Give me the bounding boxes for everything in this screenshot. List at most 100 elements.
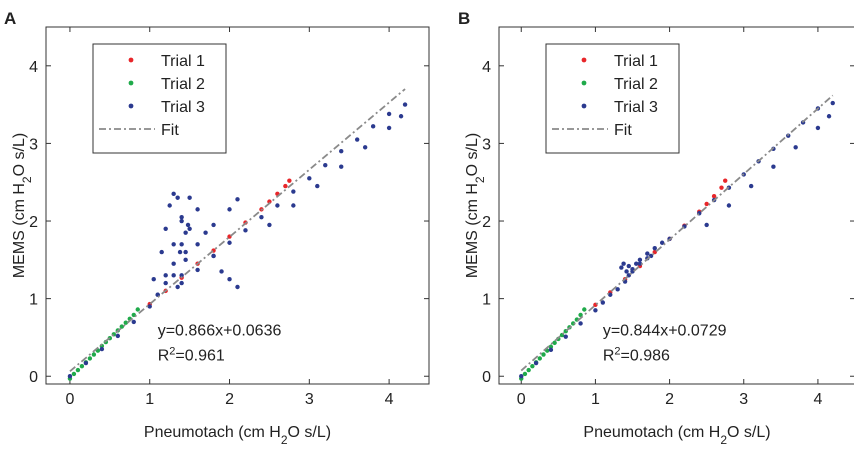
y-tick-label: 3 (482, 136, 491, 153)
fit-equation: y=0.844x+0.0729 (603, 323, 727, 340)
x-tick-label: 0 (517, 391, 526, 408)
data-point-trial-1 (267, 199, 272, 204)
x-tick-label: 1 (145, 391, 154, 408)
legend: Trial 1 Trial 2 Trial 3 Fit (545, 43, 680, 154)
r-squared-annotation: R2=0.986 (603, 346, 670, 365)
data-point-trial-3 (370, 124, 376, 129)
legend-label-fit: Fit (614, 122, 632, 139)
data-point-trial-3 (563, 334, 568, 339)
data-point-trial-3 (637, 257, 643, 263)
data-point-trial-3 (398, 114, 404, 119)
legend: Trial 1 Trial 2 Trial 3 Fit (92, 43, 227, 154)
data-point-trial-3 (227, 207, 232, 212)
data-point-trial-3 (195, 207, 200, 212)
data-point-trial-3 (179, 242, 184, 247)
data-point-trial-3 (115, 333, 121, 339)
panel-label: A (4, 9, 16, 28)
data-point-trial-3 (291, 189, 296, 194)
data-point-trial-3 (354, 137, 360, 142)
data-point-trial-3 (171, 242, 176, 247)
y-tick-label: 1 (29, 292, 38, 309)
legend-label-fit: Fit (161, 122, 179, 139)
data-point-trial-3 (235, 284, 240, 290)
data-point-trial-1 (704, 201, 709, 207)
data-point-trial-3 (624, 269, 629, 274)
legend-label-trial-2: Trial 2 (614, 76, 658, 93)
legend-label-trial-3: Trial 3 (614, 99, 658, 116)
legend-marker-trial-3 (128, 103, 134, 109)
x-tick-label: 1 (591, 391, 600, 408)
x-axis-label: Pneumotach (cm H2O s/L) (144, 424, 331, 447)
data-point-trial-3 (386, 125, 392, 131)
data-point-trial-3 (227, 277, 232, 282)
data-point-trial-3 (159, 249, 164, 255)
data-point-trial-3 (815, 125, 821, 131)
data-point-trial-1 (287, 178, 292, 183)
data-point-trial-3 (179, 218, 184, 224)
data-point-trial-3 (175, 195, 180, 200)
y-axis-label: MEMS (cm H2O s/L) (11, 133, 34, 278)
data-point-trial-1 (283, 183, 288, 189)
y-axis-label: MEMS (cm H2O s/L) (464, 133, 487, 278)
legend-marker-trial-1 (581, 57, 587, 63)
data-point-trial-3 (315, 183, 320, 189)
data-point-trial-3 (219, 269, 224, 274)
data-point-trial-3 (183, 257, 188, 263)
data-point-trial-3 (211, 253, 216, 259)
legend-marker-trial-2 (128, 80, 134, 86)
x-tick-label: 0 (65, 391, 74, 408)
y-tick-label: 2 (29, 214, 38, 231)
data-point-trial-3 (362, 145, 368, 150)
data-point-trial-3 (600, 300, 606, 305)
data-point-trial-3 (652, 245, 657, 251)
data-point-trial-3 (626, 263, 631, 269)
y-tick-label: 2 (482, 214, 491, 231)
data-point-trial-2 (552, 340, 557, 346)
legend-marker-trial-2 (581, 80, 587, 86)
data-point-trial-3 (323, 162, 328, 168)
data-point-trial-3 (179, 273, 184, 278)
legend-box (545, 43, 680, 154)
data-point-trial-3 (619, 265, 624, 270)
legend-marker-trial-3 (581, 103, 587, 109)
plot-area (45, 26, 430, 385)
data-point-trial-2 (123, 320, 128, 325)
x-tick-label: 4 (813, 391, 822, 408)
data-point-trial-3 (748, 183, 754, 189)
data-point-trial-3 (826, 114, 832, 119)
data-point-trial-2 (548, 344, 554, 349)
data-point-trial-2 (522, 371, 528, 377)
fit-line (520, 94, 834, 372)
legend-label-trial-2: Trial 2 (161, 76, 205, 93)
fit-equation: y=0.866x+0.0636 (158, 323, 282, 340)
legend-label-trial-1: Trial 1 (161, 53, 205, 70)
data-point-trial-3 (339, 164, 344, 169)
x-tick-label: 2 (225, 391, 234, 408)
data-point-trial-1 (723, 178, 728, 183)
y-tick-label: 4 (482, 59, 491, 76)
y-tick-label: 1 (482, 292, 491, 309)
data-point-trial-3 (187, 226, 192, 231)
data-point-trial-3 (211, 222, 216, 228)
data-point-trial-3 (259, 214, 264, 220)
data-point-trial-3 (645, 251, 650, 256)
data-point-trial-3 (177, 249, 183, 255)
data-point-trial-3 (659, 240, 665, 245)
data-point-trial-3 (339, 148, 344, 154)
x-tick-label: 3 (739, 391, 748, 408)
plot-area (498, 26, 854, 385)
data-point-trial-2 (582, 307, 587, 312)
panel-a: A 0 1 2 3 4 0 1 2 3 4 Pneumotach (cm H2O s/L) MEMS (… (4, 9, 430, 447)
data-point-trial-3 (578, 321, 583, 326)
data-point-trial-3 (171, 191, 176, 197)
data-point-trial-1 (719, 185, 724, 190)
data-point-trial-3 (634, 261, 639, 266)
data-point-trial-3 (131, 319, 136, 325)
data-point-trial-3 (183, 230, 188, 235)
data-point-trial-3 (593, 308, 598, 313)
data-point-trial-3 (99, 346, 105, 352)
panel-b: B 0 1 2 3 4 0 1 2 3 4 Pneumotach (cm H2O s/L) MEMS (… (458, 9, 854, 447)
data-point-trial-2 (526, 367, 531, 373)
data-point-trial-3 (203, 230, 208, 235)
data-point-trial-3 (147, 304, 152, 309)
